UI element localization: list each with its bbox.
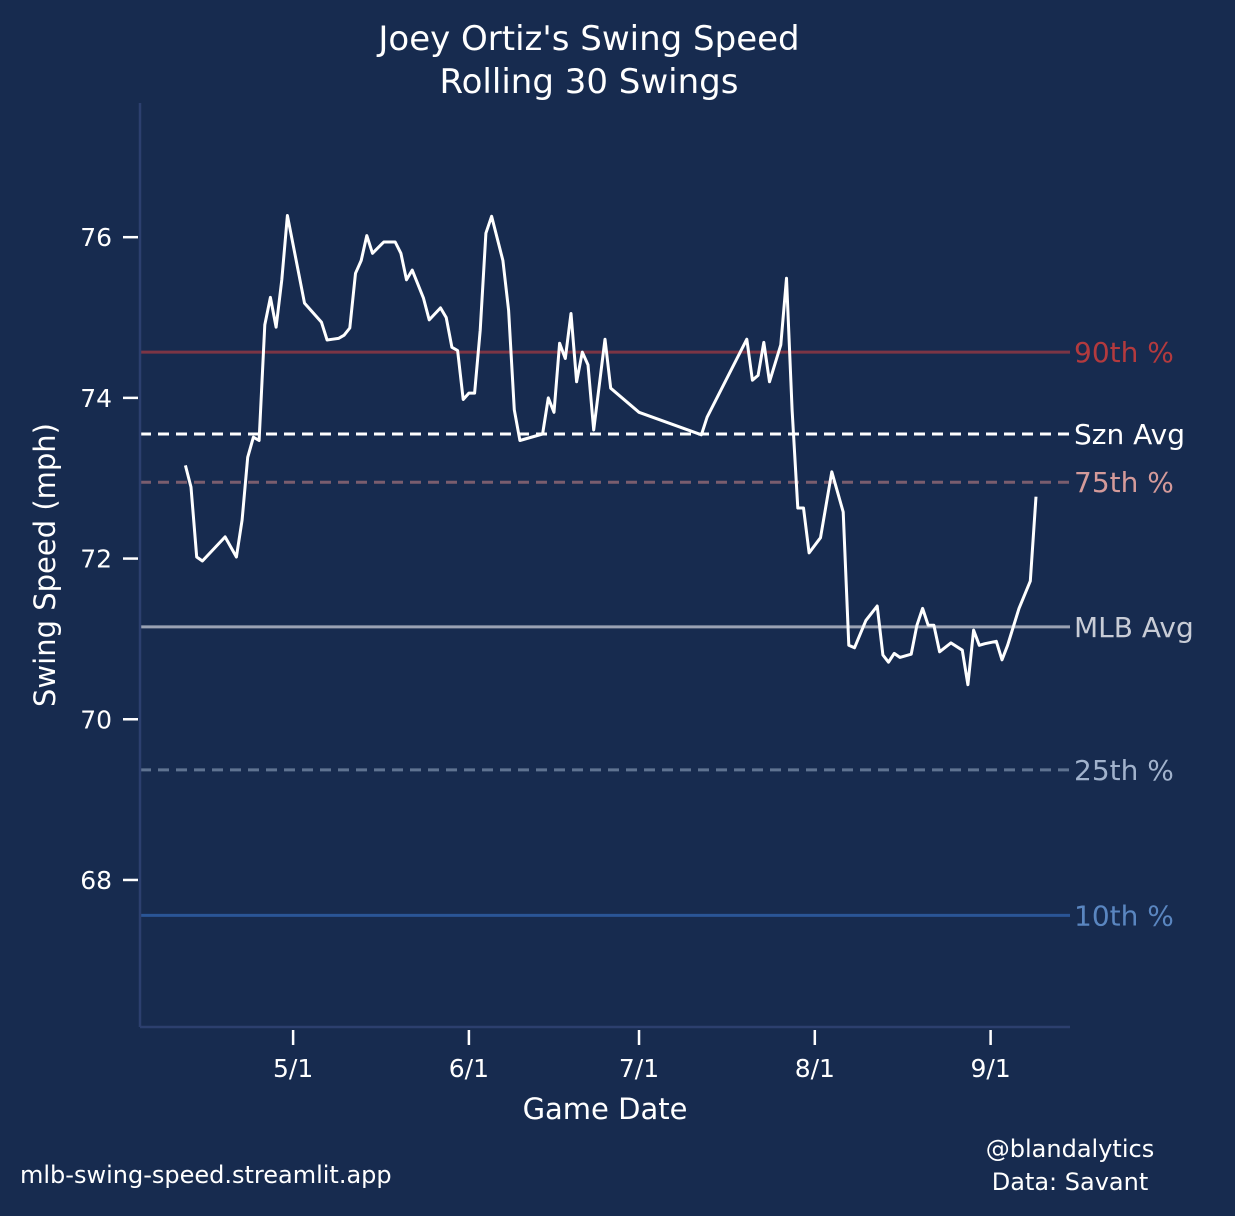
x-tick-label: 7/1	[619, 1054, 659, 1083]
x-axis-label: Game Date	[523, 1092, 688, 1126]
chart-subtitle: Rolling 30 Swings	[440, 62, 739, 102]
y-tick-label: 76	[80, 223, 112, 252]
swing-speed-line	[183, 214, 1038, 687]
y-tick-label: 70	[80, 705, 112, 734]
x-ticks: 5/1 6/1 7/1 8/1 9/1	[273, 1030, 1011, 1083]
footer-site: mlb-swing-speed.streamlit.app	[20, 1161, 392, 1189]
chart-title: Joey Ortiz's Swing Speed	[376, 19, 799, 59]
y-ticks: 68 70 72 74 76	[80, 223, 138, 895]
x-tick-label: 6/1	[449, 1054, 489, 1083]
reference-label: Szn Avg	[1074, 418, 1185, 451]
reference-lines: 90th % Szn Avg 75th % MLB Avg 25th % 10th %	[140, 336, 1194, 932]
reference-label: 90th %	[1074, 336, 1174, 369]
reference-label: MLB Avg	[1074, 611, 1194, 644]
x-tick-label: 8/1	[795, 1054, 835, 1083]
reference-label: 25th %	[1074, 754, 1174, 787]
y-axis-label: Swing Speed (mph)	[28, 423, 62, 707]
series-layer	[183, 214, 1038, 687]
reference-label: 75th %	[1074, 466, 1174, 499]
y-tick-label: 68	[80, 866, 112, 895]
x-tick-label: 9/1	[970, 1054, 1010, 1083]
y-tick-label: 72	[80, 545, 112, 574]
footer-data-source: Data: Savant	[992, 1168, 1149, 1196]
x-tick-label: 5/1	[273, 1054, 313, 1083]
y-tick-label: 74	[80, 384, 112, 413]
footer-credit: @blandalytics	[986, 1135, 1154, 1163]
reference-label: 10th %	[1074, 899, 1174, 932]
